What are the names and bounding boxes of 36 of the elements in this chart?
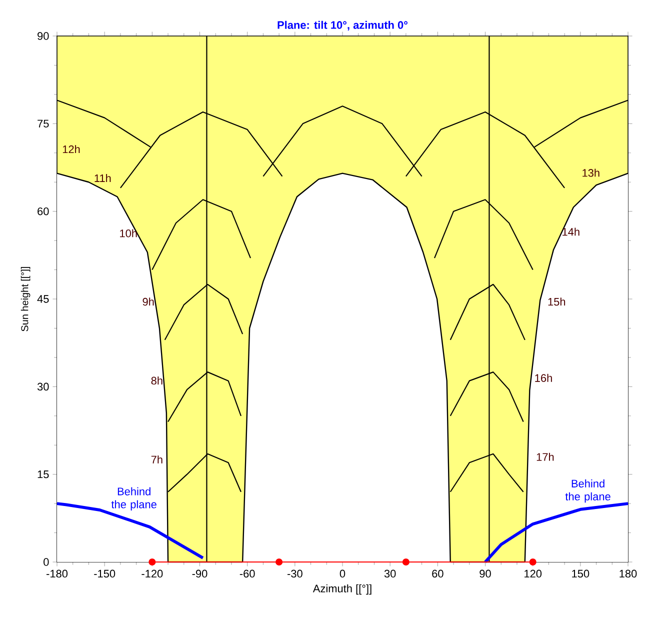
x-tick-label: -90: [192, 570, 208, 578]
annotation: Behind the plane: [565, 479, 610, 503]
x-tick-label: 120: [524, 570, 542, 578]
x-tick-label: 60: [432, 570, 444, 578]
x-axis-title: Azimuth [[°]]: [312, 584, 372, 595]
x-tick-label: -150: [94, 570, 116, 578]
annotation: 10h: [120, 229, 137, 238]
annotation: 11h: [94, 174, 111, 182]
y-tick-label: 60: [38, 207, 49, 216]
annotation: 8h: [151, 376, 162, 385]
y-axis-title: Sun height [[°]]: [20, 266, 30, 332]
annotation: 7h: [151, 455, 162, 464]
annotation: Behind the plane: [111, 487, 156, 510]
annotation: 16h: [535, 374, 552, 382]
y-tick-label: 45: [37, 295, 49, 303]
x-tick-label: -30: [287, 570, 302, 578]
x-tick-label: -120: [142, 570, 163, 578]
x-tick-label: 180: [620, 570, 637, 578]
y-tick-label: 15: [38, 470, 49, 478]
y-tick-label: 90: [38, 32, 49, 40]
annotation: 13h: [582, 168, 600, 177]
annotation: 12h: [62, 145, 80, 154]
chart-title: Plane: tilt 10°, azimuth 0°: [278, 20, 408, 31]
annotation: 14h: [562, 228, 580, 236]
x-tick-label: 0: [340, 570, 346, 578]
annotation: 9h: [142, 298, 154, 306]
x-tick-label: -180: [46, 570, 68, 578]
y-tick-label: 75: [38, 120, 49, 128]
x-tick-label: 150: [572, 570, 590, 578]
y-tick-label: 30: [37, 382, 49, 391]
y-tick-label: 0: [44, 558, 49, 566]
annotation: 15h: [548, 298, 566, 306]
x-tick-label: 30: [384, 570, 396, 578]
x-tick-label: 90: [480, 570, 491, 578]
annotation: 17h: [536, 452, 554, 461]
x-tick-label: -60: [240, 570, 255, 578]
